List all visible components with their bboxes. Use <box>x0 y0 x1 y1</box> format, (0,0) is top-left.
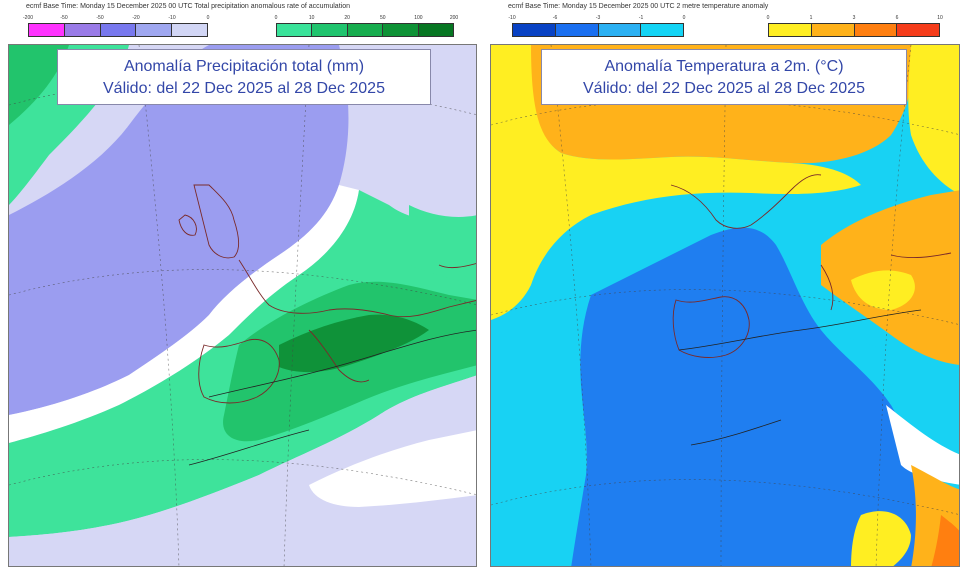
temperature-panel: ecmf Base Time: Monday 15 December 2025 … <box>488 0 973 573</box>
precipitation-header: ecmf Base Time: Monday 15 December 2025 … <box>26 3 350 10</box>
precipitation-valid-dates: Válido: del 22 Dec 2025 al 28 Dec 2025 <box>103 80 385 97</box>
legend-tick: 1 <box>809 15 813 21</box>
legend-tick: -10 <box>168 15 176 21</box>
legend-color-box <box>312 24 348 36</box>
precipitation-legend-positive: 0 10 20 50 100 200 <box>274 15 458 41</box>
temperature-map: Anomalía Temperatura a 2m. (°C) Válido: … <box>490 44 960 567</box>
legend-tick: 200 <box>449 15 459 21</box>
legend-color-box <box>513 24 556 36</box>
legend-color-box <box>277 24 313 36</box>
legend-color-box <box>769 24 812 36</box>
legend-tick: -3 <box>595 15 601 21</box>
legend-color-box <box>641 24 683 36</box>
temperature-valid-dates: Válido: del 22 Dec 2025 al 28 Dec 2025 <box>583 80 865 97</box>
legend-color-box <box>347 24 384 36</box>
legend-tick: 0 <box>682 15 686 21</box>
precipitation-title: Anomalía Precipitación total (mm) <box>123 58 365 75</box>
legend-color-box <box>598 24 642 36</box>
temperature-legend-negative: -10 -6 -3 -1 0 <box>508 15 686 41</box>
legend-tick: 0 <box>206 15 210 21</box>
legend-tick: 0 <box>766 15 770 21</box>
legend-color-box <box>854 24 898 36</box>
legend-color-box <box>811 24 855 36</box>
legend-color-box <box>172 24 207 36</box>
legend-color-box <box>418 24 454 36</box>
legend-tick: 10 <box>308 15 315 21</box>
legend-color-box <box>29 24 65 36</box>
legend-tick: -1 <box>638 15 644 21</box>
legend-color-box <box>64 24 101 36</box>
legend-tick: -6 <box>552 15 558 21</box>
legend-tick: 10 <box>937 15 943 21</box>
legend-tick: 3 <box>852 15 856 21</box>
legend-tick: -200 <box>22 15 34 21</box>
precipitation-legend-negative: -200 -50 -50 -20 -10 0 <box>23 15 210 41</box>
legend-color-box <box>100 24 137 36</box>
temperature-title: Anomalía Temperatura a 2m. (°C) <box>604 58 844 75</box>
legend-tick: -10 <box>508 15 516 21</box>
precipitation-panel: ecmf Base Time: Monday 15 December 2025 … <box>8 3 477 567</box>
temperature-title-box: Anomalía Temperatura a 2m. (°C) Válido: … <box>541 49 907 105</box>
legend-tick: -50 <box>60 15 68 21</box>
temperature-map-svg <box>491 45 959 566</box>
legend-tick: -20 <box>132 15 140 21</box>
precipitation-map: Anomalía Precipitación total (mm) Válido… <box>8 44 477 567</box>
legend-tick: 20 <box>344 15 350 21</box>
legend-tick: 0 <box>274 15 278 21</box>
legend-color-box <box>136 24 173 36</box>
legend-color-box <box>555 24 599 36</box>
legend-color-box <box>383 24 419 36</box>
legend-tick: 50 <box>380 15 386 21</box>
legend-tick: 100 <box>414 15 423 21</box>
legend-tick: 6 <box>895 15 899 21</box>
legend-tick: -50 <box>96 15 104 21</box>
temperature-legend-positive: 0 1 3 6 10 <box>766 15 943 41</box>
precipitation-title-box: Anomalía Precipitación total (mm) Válido… <box>57 49 431 105</box>
temperature-header: ecmf Base Time: Monday 15 December 2025 … <box>508 3 769 10</box>
precipitation-map-svg <box>9 45 476 566</box>
legend-color-box <box>897 24 939 36</box>
